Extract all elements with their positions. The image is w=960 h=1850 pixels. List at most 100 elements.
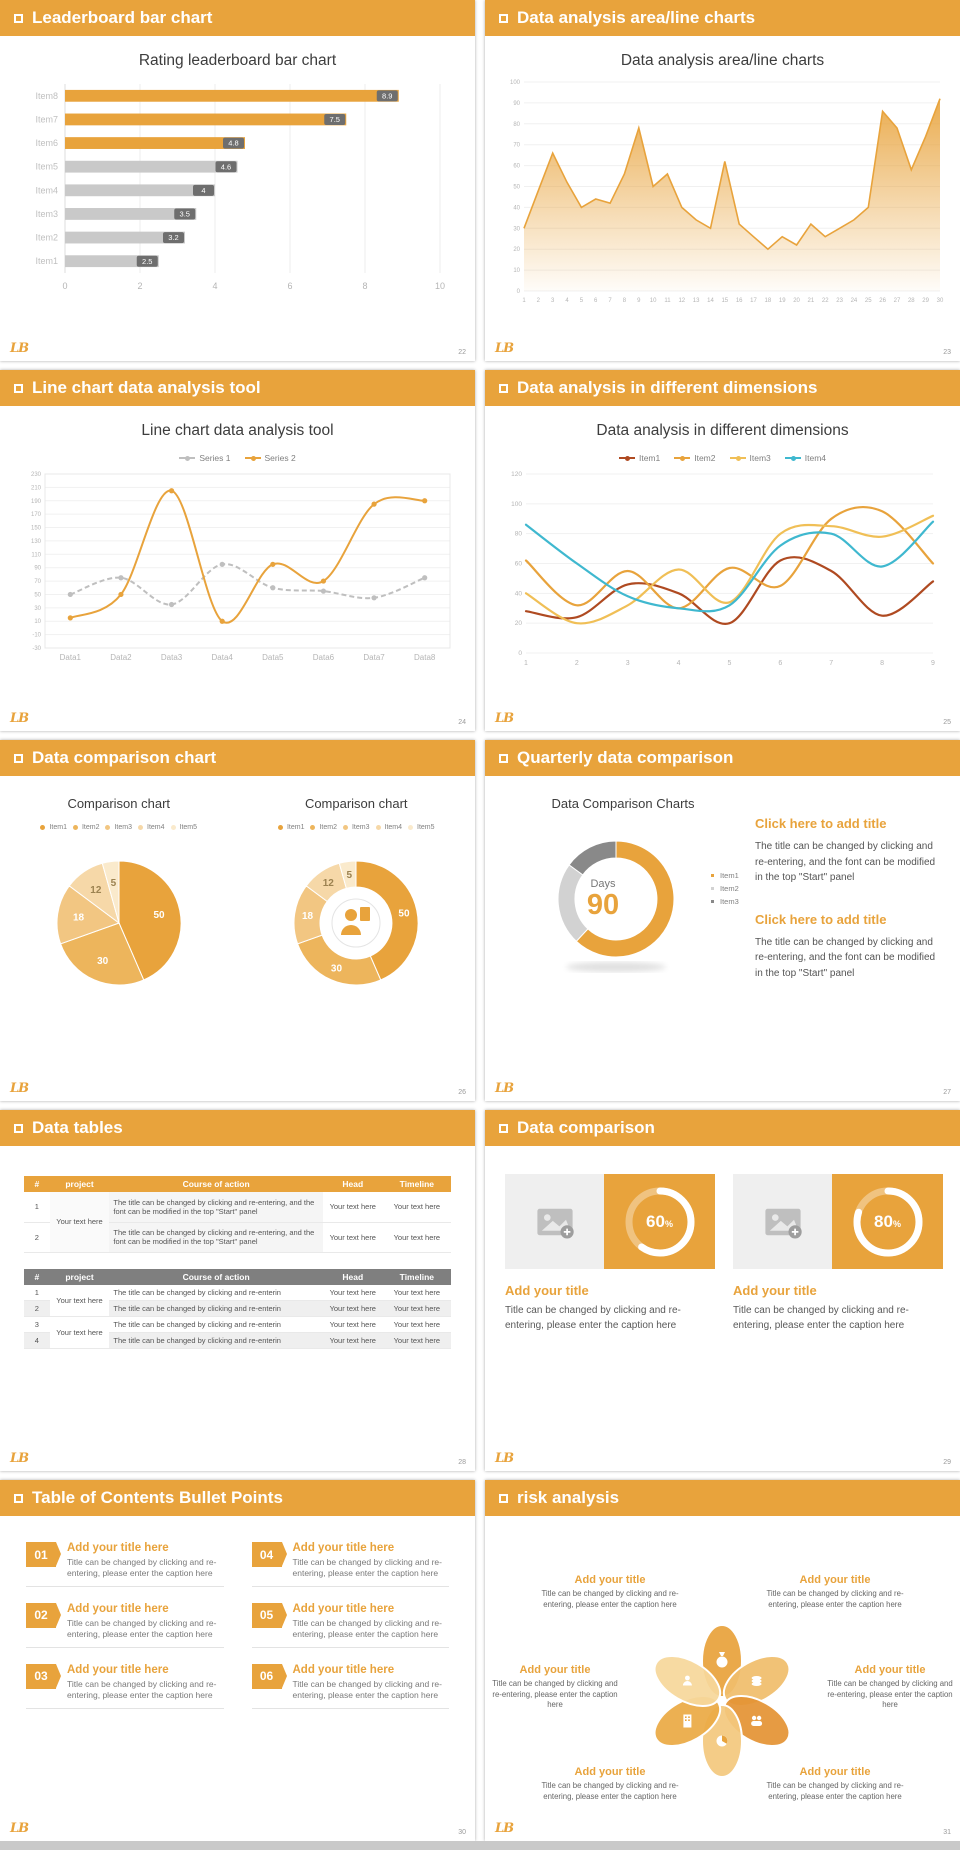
slide-body: Data Comparison Charts Days 90 Item1 Item… [485, 776, 960, 1101]
slide-risk-analysis[interactable]: risk analysis [485, 1480, 960, 1841]
legend-marker [179, 455, 196, 461]
line-chart: -30 -10 10 30 50 70 90 110 130 150 170 190 210 230 Dat… [31, 472, 451, 662]
chart-title: Comparison chart [67, 796, 171, 811]
logo: LB [10, 711, 29, 726]
svg-text:2: 2 [575, 660, 579, 667]
chart-legend: Item1 Item2 Item3 Item4 Item5 [238, 817, 476, 835]
donut-chart: 50 30 18 12 5 [293, 860, 419, 986]
pie-chart-icon [716, 1735, 728, 1747]
svg-text:Item5: Item5 [35, 162, 58, 172]
svg-text:Data5: Data5 [262, 653, 284, 662]
svg-text:18: 18 [764, 298, 771, 304]
multi-line-chart: 0 20 40 60 80 100 120 1 2 3 4 5 6 7 8 9 [511, 471, 935, 667]
legend-marker [277, 825, 283, 830]
svg-text:9: 9 [931, 660, 935, 667]
risk-pinwheel-diagram [653, 1624, 791, 1778]
legend-marker [375, 825, 381, 830]
svg-text:190: 190 [31, 499, 42, 505]
legend-item: Item4 [784, 453, 826, 463]
svg-text:24: 24 [850, 298, 857, 304]
chart-legend: Item1 Item2 Item3 [709, 867, 739, 910]
legend-item: Item1 [618, 453, 660, 463]
legend-item: Item2 [674, 453, 716, 463]
svg-text:1: 1 [524, 660, 528, 667]
svg-text:30: 30 [331, 963, 343, 974]
toc-item-caption: Title can be changed by clicking and re-… [67, 1617, 217, 1640]
slide-area-line-charts[interactable]: Data analysis area/line charts Data anal… [485, 0, 960, 361]
table-cell: Your text here [322, 1222, 383, 1253]
svg-text:2: 2 [536, 298, 540, 304]
header-title: Data analysis in different dimensions [517, 378, 818, 397]
legend-item: Item3 [709, 897, 739, 906]
people-icon [751, 1715, 763, 1726]
risk-item-caption: Title can be changed by clicking and re-… [492, 1679, 618, 1710]
svg-text:23: 23 [836, 298, 843, 304]
svg-text:16: 16 [735, 298, 742, 304]
legend-marker [105, 825, 111, 830]
svg-text:20: 20 [793, 298, 800, 304]
legend-marker [784, 455, 801, 461]
slide-data-comparison[interactable]: Data comparison [485, 1110, 960, 1471]
svg-text:19: 19 [778, 298, 785, 304]
svg-text:12: 12 [678, 298, 685, 304]
slide-header-bar: Data analysis in different dimensions [485, 370, 960, 406]
logo: LB [10, 1081, 29, 1096]
svg-text:100: 100 [511, 501, 522, 508]
legend-item: Series 2 [244, 453, 296, 463]
legend-item: Item2 [72, 824, 99, 831]
block-body: The title can be changed by clicking and… [755, 936, 936, 979]
header-title: Data analysis area/line charts [517, 8, 756, 27]
svg-text:30: 30 [936, 298, 943, 304]
risk-item-title: Add your title [574, 1766, 646, 1778]
header-title: Table of Contents Bullet Points [32, 1488, 283, 1507]
table-cell: Your text here [322, 1300, 383, 1317]
table-cell: 2 [24, 1300, 50, 1317]
page-number: 25 [943, 719, 951, 726]
legend-item: Item1 [277, 824, 304, 831]
chart-title: Comparison chart [304, 796, 408, 811]
svg-text:0: 0 [516, 289, 520, 295]
svg-text:Item2: Item2 [35, 233, 58, 243]
toc-item-caption: Title can be changed by clicking and re-… [292, 1617, 442, 1640]
svg-text:30: 30 [34, 606, 41, 612]
slide-data-comparison-chart[interactable]: Data comparison chart Comparison chart I… [0, 740, 475, 1101]
slide-table-of-contents[interactable]: Table of Contents Bullet Points 01 Add yo… [0, 1480, 475, 1841]
toc-item-title: Add your title here [67, 1542, 169, 1554]
svg-text:70: 70 [34, 579, 41, 585]
slide-header-bar: Data comparison [485, 1110, 960, 1146]
svg-text:29: 29 [922, 298, 929, 304]
slide-line-chart-tool[interactable]: Line chart data analysis tool Line chart… [0, 370, 475, 731]
image-placeholder-icon [536, 1208, 574, 1238]
toc-number-badge: 02 [26, 1602, 61, 1628]
svg-text:120: 120 [511, 471, 522, 478]
legend-item: Item3 [105, 824, 132, 831]
page-number: 28 [458, 1459, 466, 1466]
toc-number-badge: 05 [251, 1602, 287, 1628]
slide-body: Data analysis in different dimensions It… [485, 406, 960, 731]
chart-title: Data analysis area/line charts [620, 52, 825, 69]
slide-header-bar: risk analysis [485, 1480, 960, 1516]
slide-quarterly-data-comparison[interactable]: Quarterly data comparison Data Compariso… [485, 740, 960, 1101]
svg-text:18: 18 [73, 912, 85, 923]
chart-title: Rating leaderboard bar chart [138, 52, 337, 69]
svg-text:100: 100 [509, 80, 520, 86]
text-block: Click here to add title The title can be… [755, 912, 938, 982]
legend-marker [709, 898, 716, 905]
logo: LB [495, 711, 514, 726]
svg-text:10: 10 [34, 619, 41, 625]
money-bag-icon [716, 1652, 728, 1668]
svg-text:70: 70 [513, 143, 520, 149]
table-cell: The title can be changed by clicking and… [109, 1222, 323, 1253]
table-header-cell: project [49, 1268, 110, 1285]
table-header-cell: # [24, 1268, 50, 1285]
svg-text:50: 50 [34, 592, 41, 598]
slide-leaderboard-bar-chart[interactable]: Leaderboard bar chart Rating leaderboard… [0, 0, 475, 361]
card-caption: Title can be changed by clicking and re-… [505, 1305, 681, 1331]
chart-title: Data Comparison Charts [551, 796, 695, 811]
slide-dimensions-analysis[interactable]: Data analysis in different dimensions Da… [485, 370, 960, 731]
svg-text:Data3: Data3 [161, 653, 183, 662]
slide-body: 01 Add your title here Title can be change… [0, 1516, 475, 1841]
square-bullet-icon [14, 13, 23, 23]
image-placeholder [733, 1174, 832, 1269]
slide-data-tables[interactable]: Data tables # project Course of action Head… [0, 1110, 475, 1471]
